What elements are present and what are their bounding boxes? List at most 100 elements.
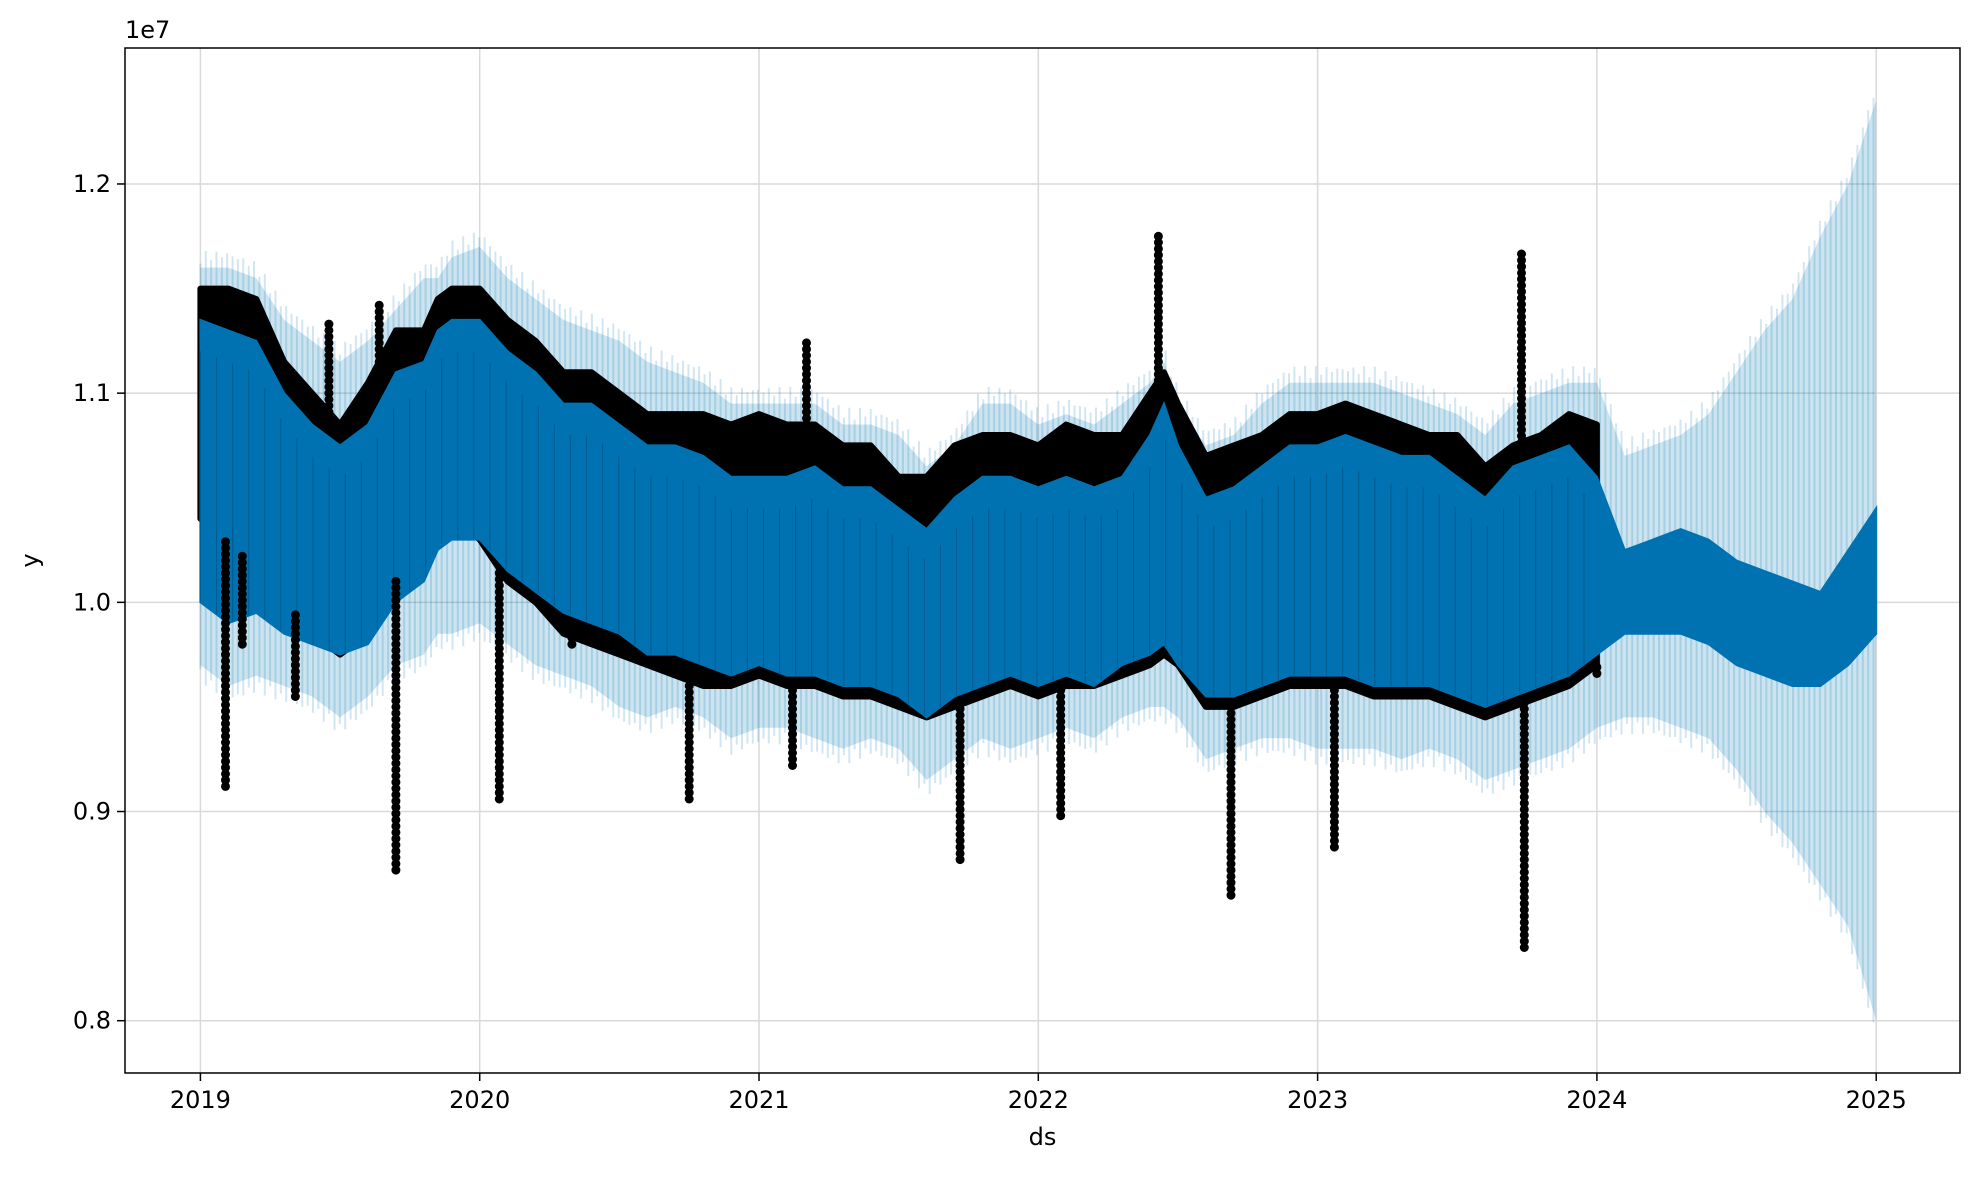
observed-point — [1519, 867, 1529, 877]
observed-point — [1226, 859, 1236, 869]
observed-spike — [324, 319, 334, 417]
observed-point — [221, 568, 230, 578]
observed-point — [391, 777, 401, 787]
observed-point — [391, 752, 401, 762]
observed-point — [374, 357, 384, 367]
observed-point — [684, 763, 694, 773]
observed-point — [1519, 830, 1529, 839]
observed-point — [1517, 431, 1526, 441]
observed-point — [788, 704, 797, 714]
observed-point — [1056, 786, 1066, 796]
observed-point — [1226, 771, 1236, 781]
observed-point — [684, 756, 694, 766]
observed-point — [1517, 412, 1526, 422]
observed-point — [374, 338, 384, 348]
observed-point — [955, 773, 965, 783]
observed-point — [494, 687, 504, 697]
observed-point — [1517, 362, 1526, 372]
x-tick-label: 2022 — [1008, 1086, 1069, 1114]
observed-point — [391, 683, 401, 693]
observed-point — [221, 662, 230, 672]
observed-point — [391, 620, 401, 630]
observed-point — [1517, 356, 1526, 366]
observed-point — [494, 681, 504, 691]
observed-point — [374, 332, 384, 342]
observed-point — [1517, 350, 1526, 359]
observed-point — [788, 710, 797, 720]
observed-point — [391, 627, 401, 637]
observed-point — [955, 786, 965, 796]
observed-point — [567, 639, 577, 649]
observed-point — [1056, 779, 1066, 789]
observed-point — [1329, 729, 1339, 739]
observed-point — [391, 614, 401, 624]
observed-point — [391, 652, 401, 662]
observed-point — [1519, 779, 1529, 789]
observed-point — [494, 756, 504, 766]
observed-point — [1519, 836, 1529, 846]
observed-point — [391, 671, 401, 681]
observed-point — [1329, 723, 1339, 733]
observed-point — [324, 407, 334, 417]
observed-point — [221, 593, 230, 603]
observed-point — [221, 537, 230, 547]
observed-point — [1519, 804, 1529, 814]
observed-point — [494, 593, 504, 603]
observed-point — [290, 660, 300, 670]
observed-point — [237, 595, 247, 605]
observed-point — [391, 602, 401, 611]
observed-point — [221, 587, 230, 597]
observed-point — [290, 610, 300, 620]
observed-point — [1519, 842, 1529, 852]
observed-point — [221, 731, 230, 741]
observed-point — [684, 694, 694, 704]
observed-point — [1329, 836, 1339, 846]
observed-point — [391, 758, 401, 768]
observed-point — [324, 357, 334, 367]
observed-point — [1226, 796, 1236, 806]
observed-point — [788, 685, 797, 695]
observed-point — [1056, 754, 1066, 764]
observed-point — [221, 643, 230, 653]
observed-point — [1519, 936, 1529, 946]
observed-point — [391, 727, 401, 737]
observed-points — [221, 231, 1602, 952]
observed-point — [237, 620, 247, 630]
observed-point — [684, 700, 694, 710]
observed-point — [1329, 779, 1339, 789]
observed-point — [1517, 287, 1526, 297]
observed-point — [391, 589, 401, 599]
observed-point — [1519, 905, 1529, 915]
observed-point — [391, 784, 401, 793]
observed-point — [1153, 294, 1163, 304]
observed-point — [1519, 886, 1529, 896]
observed-point — [221, 738, 230, 747]
observed-point — [494, 781, 504, 791]
observed-point — [955, 767, 965, 777]
observed-point — [1517, 306, 1526, 315]
observed-point — [802, 338, 811, 348]
observed-spike — [391, 576, 401, 875]
observed-point — [1592, 669, 1602, 678]
observed-point — [1517, 280, 1526, 290]
observed-point — [1153, 376, 1163, 386]
observed-point — [1517, 400, 1526, 410]
observed-point — [391, 696, 401, 706]
observed-point — [391, 790, 401, 800]
observed-point — [1226, 765, 1236, 775]
observed-point — [221, 549, 230, 559]
observed-point — [290, 685, 300, 695]
observed-point — [221, 681, 230, 691]
observed-point — [1056, 761, 1066, 770]
observed-point — [955, 748, 965, 758]
y-axis-label: y — [16, 553, 44, 567]
observed-spike — [1519, 698, 1529, 952]
observed-point — [1153, 319, 1163, 329]
observed-point — [1226, 740, 1236, 750]
observed-point — [1519, 880, 1529, 890]
x-tick-label: 2023 — [1287, 1086, 1348, 1114]
observed-point — [1153, 250, 1163, 260]
observed-point — [391, 658, 401, 668]
observed-point — [221, 618, 230, 628]
forecast-band — [197, 285, 1878, 721]
